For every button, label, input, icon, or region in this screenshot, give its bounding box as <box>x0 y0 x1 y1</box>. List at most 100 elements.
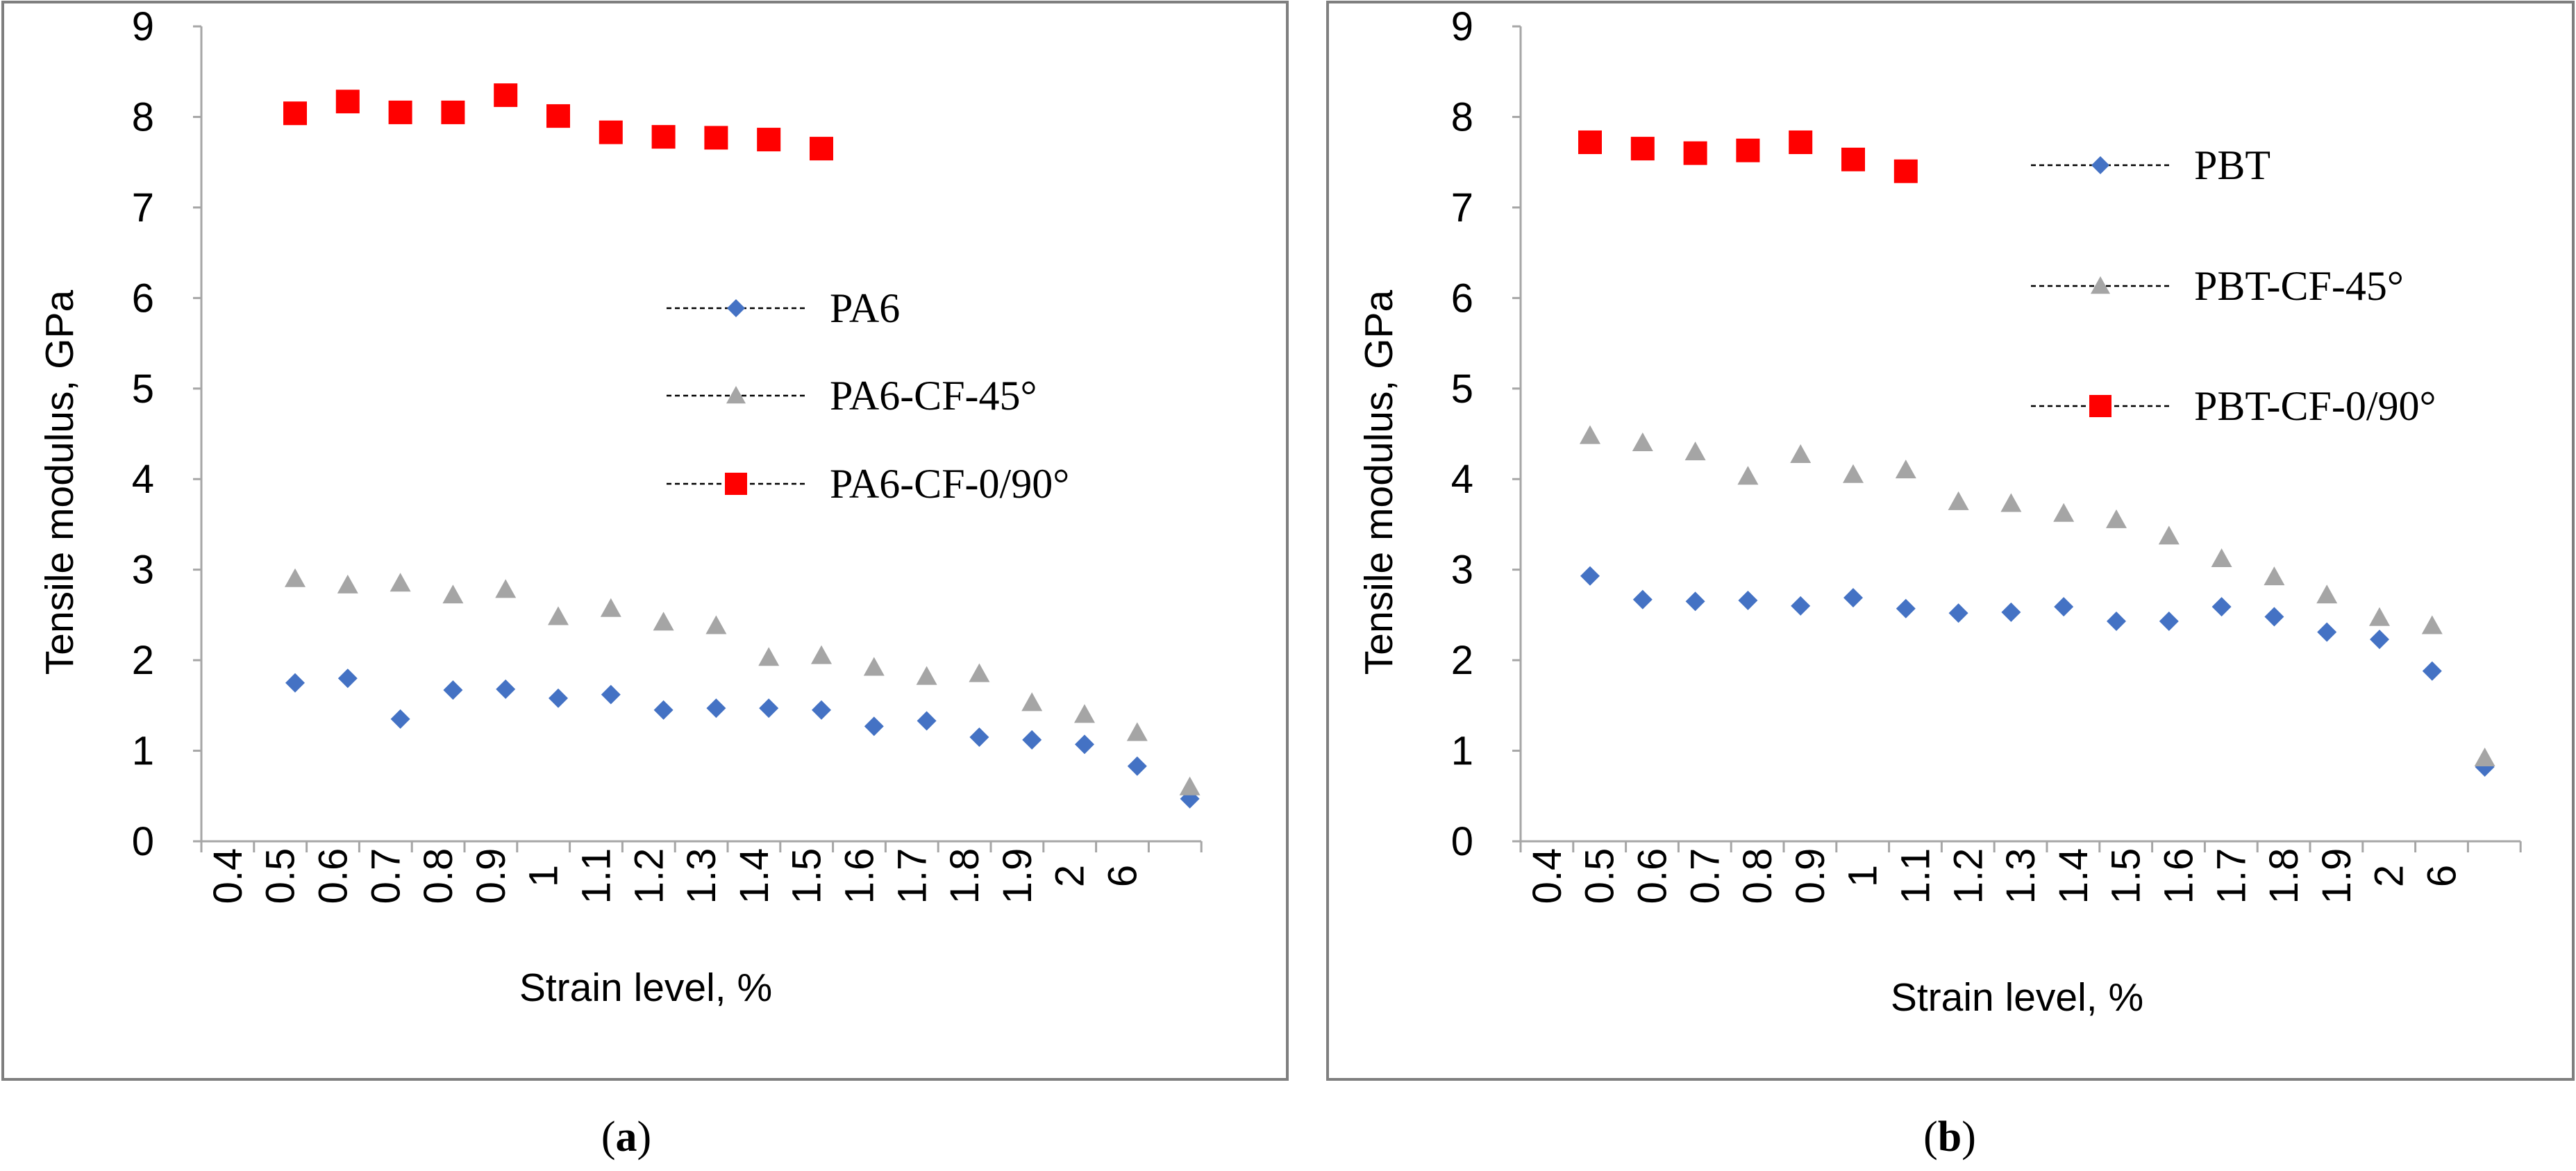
legend-marker-pbt-cf-0-90 <box>2089 395 2111 417</box>
point-pa6-cf-45 <box>758 647 780 666</box>
chart-b-x-ticklabel: 0.7 <box>1682 848 1728 904</box>
chart-b-x-ticklabel: 1.9 <box>2314 848 2359 904</box>
panel-a-frame <box>1 1 1289 1081</box>
point-pa6 <box>390 709 410 729</box>
chart-b-x-ticklabel: 0.9 <box>1788 848 1833 904</box>
chart-b-y-ticklabel: 5 <box>1451 367 1473 412</box>
chart-a-x-ticklabel: 6 <box>1101 865 1146 887</box>
chart-b-axes <box>1512 25 2522 852</box>
point-pbt-cf-45 <box>2158 525 2180 545</box>
caption-b: (b) <box>1923 1113 1976 1161</box>
chart-b-x-ticklabel: 0.8 <box>1735 848 1780 904</box>
point-pbt-cf-45 <box>1684 441 1706 461</box>
chart-b-y-ticklabel: 2 <box>1451 638 1473 683</box>
point-pbt <box>2370 630 2389 650</box>
chart-b-legend: PBT PBT-CF-45° PBT-CF-0/90° <box>2031 142 2436 429</box>
point-pbt-cf-45 <box>1948 491 1969 510</box>
point-pa6 <box>337 668 358 689</box>
point-pbt-cf-45 <box>2211 548 2232 568</box>
chart-a-y-ticklabel: 8 <box>132 94 154 140</box>
chart-a-markers <box>283 83 1201 809</box>
chart-b-x-ticklabel: 1.1 <box>1893 848 1939 904</box>
point-pbt-cf-45 <box>1843 464 1864 483</box>
legend-label-pbt: PBT <box>2194 142 2270 188</box>
legend-marker-pbt <box>2091 156 2109 174</box>
chart-b-y-ticklabel: 3 <box>1451 548 1473 593</box>
legend-marker-pa6-cf-0-90 <box>725 473 747 495</box>
point-pa6-cf-45 <box>1021 692 1043 711</box>
legend-marker-pa6 <box>727 299 745 317</box>
point-pbt-cf-0-90 <box>1578 130 1602 154</box>
point-pa6-cf-45 <box>548 606 569 625</box>
chart-b-x-ticklabels: 0.4 0.5 0.6 0.7 0.8 0.9 1 1.1 1.2 1.3 1.4 1.5 1.6 1.7… <box>1525 848 2465 904</box>
point-pbt <box>1632 589 1653 609</box>
point-pa6-cf-45 <box>916 666 937 685</box>
chart-b-x-ticklabel: 1.6 <box>2157 848 2202 904</box>
point-pa6-cf-45 <box>337 574 358 593</box>
chart-b-y-ticklabel: 0 <box>1451 819 1473 864</box>
chart-b-y-ticklabel: 8 <box>1451 94 1473 140</box>
chart-a-y-ticklabel: 5 <box>132 367 154 412</box>
point-pbt-cf-45 <box>1580 425 1600 444</box>
point-pa6-cf-45 <box>442 584 464 604</box>
chart-a-y-ticklabel: 0 <box>132 819 154 864</box>
point-pbt-cf-45 <box>1632 432 1653 452</box>
point-pa6 <box>969 727 989 747</box>
chart-a-axes <box>193 25 1203 852</box>
legend-marker-pbt-cf-45 <box>2091 276 2110 294</box>
point-pbt <box>2264 607 2284 627</box>
point-pbt-cf-45 <box>2316 584 2338 604</box>
chart-a-y-ticklabel: 3 <box>132 548 154 593</box>
point-pa6 <box>917 711 937 731</box>
chart-a-x-ticklabel: 1.1 <box>574 848 619 904</box>
point-pa6-cf-45 <box>705 615 727 634</box>
chart-b-x-ticklabel: 6 <box>2420 865 2465 887</box>
chart-a-y-ticklabel: 4 <box>132 457 154 502</box>
point-pbt <box>2211 597 2232 617</box>
point-pa6 <box>653 700 674 720</box>
point-pbt-cf-45 <box>2369 607 2390 626</box>
point-pa6 <box>443 680 463 700</box>
chart-a-y-ticklabel: 1 <box>132 729 154 774</box>
point-pbt <box>2054 597 2074 617</box>
chart-a-x-ticklabel: 0.7 <box>363 848 408 904</box>
point-pbt <box>1843 588 1863 608</box>
chart-a-xlabel: Strain level, % <box>519 966 772 1010</box>
chart-b-y-ticklabel: 6 <box>1451 276 1473 321</box>
point-pa6-cf-45 <box>1074 704 1095 723</box>
chart-a-x-ticklabel: 1.7 <box>889 848 935 904</box>
chart-a-x-ticklabel: 1.2 <box>626 848 671 904</box>
point-pa6-cf-0-90 <box>335 90 360 114</box>
chart-a-y-ticklabel: 6 <box>132 276 154 321</box>
chart-a-x-ticklabel: 2 <box>1048 865 1093 887</box>
chart-a-x-ticklabels: 0.4 0.5 0.6 0.7 0.8 0.9 1 1.1 1.2 1.3 1.4 1.5 1.6 1.7… <box>206 848 1146 904</box>
point-pa6 <box>601 684 621 705</box>
chart-b-x-ticklabel: 1.2 <box>1946 848 1991 904</box>
chart-b-x-ticklabel: 1 <box>1841 865 1886 887</box>
chart-b-x-ticklabel: 1.5 <box>2104 848 2149 904</box>
chart-b-x-ticklabel: 0.4 <box>1525 848 1570 904</box>
point-pbt <box>1948 603 1968 623</box>
chart-b-x-ticklabel: 1.3 <box>1998 848 2043 904</box>
point-pbt <box>2107 612 2126 632</box>
point-pbt <box>2159 612 2179 632</box>
point-pa6-cf-0-90 <box>651 125 676 149</box>
chart-b-x-ticklabel: 1.4 <box>2051 848 2096 904</box>
point-pa6-cf-45 <box>863 657 885 676</box>
chart-a-x-ticklabel: 1 <box>521 865 567 887</box>
point-pbt-cf-0-90 <box>1630 137 1655 161</box>
chart-a-x-ticklabel: 1.9 <box>995 848 1040 904</box>
point-pa6-cf-45 <box>811 645 832 664</box>
chart-b-xlabel: Strain level, % <box>1891 975 2143 1020</box>
chart-a-x-ticklabel: 0.4 <box>206 848 251 904</box>
chart-a-x-ticklabel: 0.5 <box>258 848 303 904</box>
chart-a-y-ticklabel: 9 <box>132 4 154 49</box>
chart-a-y-ticklabel: 7 <box>132 185 154 230</box>
point-pa6-cf-0-90 <box>757 128 781 152</box>
legend-label-pa6-cf-0-90: PA6-CF-0/90° <box>830 461 1069 507</box>
chart-a-x-ticklabel: 1.8 <box>942 848 987 904</box>
chart-b-x-ticklabel: 0.6 <box>1630 848 1675 904</box>
point-pbt <box>2317 622 2337 642</box>
